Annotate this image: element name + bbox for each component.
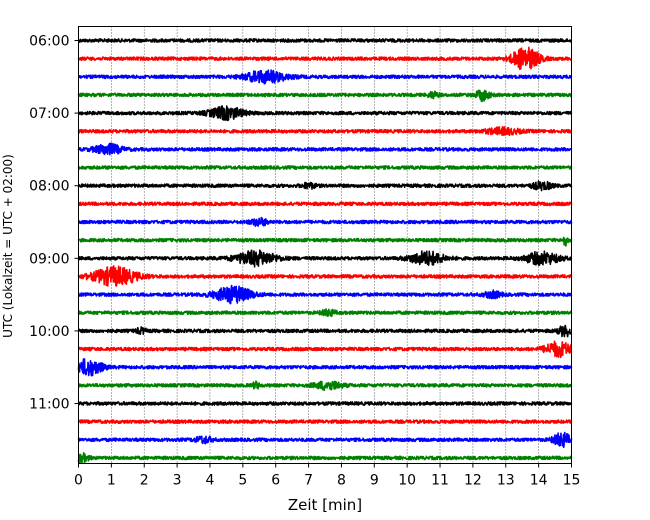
trace-0615	[77, 46, 573, 70]
trace-0800	[77, 180, 573, 192]
trace-0600	[77, 38, 572, 43]
x-tick-label: 11	[431, 473, 449, 489]
y-tick-label: 10:00	[29, 324, 69, 340]
trace-0900	[77, 249, 573, 268]
x-tick-label: 5	[238, 473, 247, 489]
trace-1000	[77, 324, 572, 338]
trace-0815	[77, 201, 573, 207]
x-tick-label: 7	[304, 473, 313, 489]
x-axis-ticks: 0 1 2 3 4 5 6 7 8 9 10 11 12 13 14 15	[74, 463, 581, 489]
y-axis-ticks: 06:00 07:00 08:00 09:00 10:00 11:00	[29, 34, 79, 413]
x-tick-label: 12	[464, 473, 482, 489]
plot-frame	[78, 26, 572, 464]
trace-0945	[77, 308, 573, 318]
x-tick-label: 6	[271, 473, 280, 489]
trace-1045	[78, 380, 573, 392]
trace-0730	[77, 142, 573, 156]
trace-0715	[77, 126, 573, 137]
y-tick-label: 07:00	[29, 106, 69, 122]
trace-1100	[77, 401, 573, 406]
trace-0830	[77, 216, 573, 227]
trace-0845	[77, 236, 573, 247]
vertical-gridlines	[111, 26, 539, 464]
y-tick-label: 09:00	[29, 251, 69, 267]
trace-1115	[77, 419, 573, 425]
trace-0930	[77, 284, 573, 305]
x-axis-label: Zeit [min]	[288, 496, 362, 514]
trace-1145	[77, 452, 573, 464]
y-tick-label: 11:00	[29, 397, 69, 413]
x-tick-label: 14	[530, 473, 548, 489]
x-tick-label: 9	[370, 473, 379, 489]
x-tick-label: 8	[337, 473, 346, 489]
trace-0915	[77, 265, 573, 287]
x-tick-label: 1	[107, 473, 116, 489]
trace-1030	[77, 358, 573, 377]
trace-0630	[78, 69, 573, 85]
x-tick-label: 10	[398, 473, 416, 489]
x-tick-label: 4	[206, 473, 215, 489]
trace-0645	[77, 89, 573, 103]
x-tick-label: 15	[563, 473, 581, 489]
trace-0700	[77, 105, 573, 122]
x-tick-label: 3	[173, 473, 182, 489]
x-tick-label: 13	[497, 473, 515, 489]
y-axis-label: UTC (Lokalzeit = UTC + 02:00)	[1, 154, 15, 338]
trace-1015	[77, 340, 573, 359]
y-tick-label: 06:00	[29, 34, 69, 50]
trace-0745	[77, 165, 573, 170]
trace-group	[77, 38, 573, 464]
x-tick-label: 0	[74, 473, 83, 489]
y-tick-label: 08:00	[29, 179, 69, 195]
x-tick-label: 2	[140, 473, 149, 489]
trace-1130	[77, 431, 573, 449]
